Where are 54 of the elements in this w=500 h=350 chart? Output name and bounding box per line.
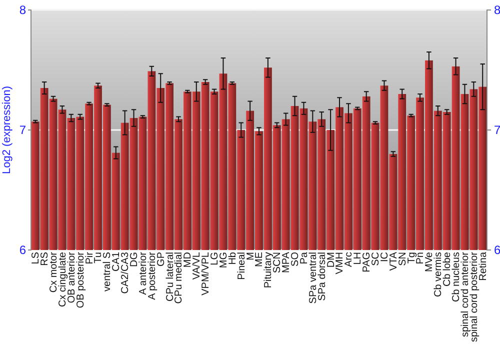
x-tick-label: Pa [298,252,310,264]
x-tick-label: CA1 [111,252,122,272]
x-tick-label: Cx cingulate [57,252,68,308]
x-tick-label: CPu medial [174,252,185,304]
x-tick-label: MPA [281,252,292,273]
x-tick-label: Retina [478,252,489,281]
x-tick-label: DG [128,252,140,267]
x-tick-label: Tg [406,252,418,264]
x-tick-label: ME [254,252,266,267]
x-tick-label: spinal cord anterior [460,251,471,338]
x-tick-label: GP [156,252,167,266]
y-tick-label: 8 [19,2,26,17]
x-tick-label: SPa ventral [308,252,319,304]
x-tick-label: OB anterior [66,251,78,304]
y-axis-title: Log2 (expression) [1,86,13,174]
x-tick-label: LS [30,252,42,264]
x-tick-label: SCN [272,252,284,274]
x-tick-label: SC [370,252,382,266]
x-tick-label: SO [290,252,301,266]
x-tick-label: A anterior [138,251,149,295]
x-tick-label: Pituitary [263,252,274,288]
x-tick-label: M [245,252,256,260]
x-tick-label: A posterior [146,251,158,300]
x-tick-label: Pn [415,252,426,264]
x-tick-label: LG [209,252,220,266]
x-tick-label: Cb nucleus [450,252,462,302]
x-tick-label: SN [397,252,408,266]
x-tick-label: Tu [93,252,104,264]
x-tick-label: Pineal [236,252,248,280]
x-tick-label: MG [218,252,230,268]
x-tick-label: VMH [334,252,346,274]
x-tick-label: SPa dorsal [316,252,328,301]
x-tick-label: Pir [84,251,96,264]
x-tick-label: LH [352,252,364,265]
x-tick-label: Arc [344,252,355,267]
x-tick-label: spinal cord posterior [468,251,480,342]
y-tick-label: 6 [19,242,26,257]
x-tick-label: IC [379,252,390,262]
y2-tick-label: 7 [494,122,500,137]
x-tick-label: OB posterior [75,251,86,308]
y2-tick-label: 6 [494,242,500,257]
x-tick-label: VTA [388,252,400,271]
x-tick-label: VPM/VPL [200,252,212,296]
x-tick-label: DM [326,252,337,268]
x-tick-label: Cx motor [48,251,60,293]
x-tick-label: ventral S [102,252,114,292]
x-tick-label: CA2/CA3 [120,252,132,294]
x-tick-label: Hb [227,252,238,265]
y-tick-label: 7 [19,122,26,137]
x-tick-label: RS [40,252,51,266]
x-tick-label: MVe [424,252,436,272]
y2-tick-label: 8 [494,2,500,17]
x-tick-label: PAG [362,252,373,272]
x-tick-label: Cb lobe [442,252,454,286]
